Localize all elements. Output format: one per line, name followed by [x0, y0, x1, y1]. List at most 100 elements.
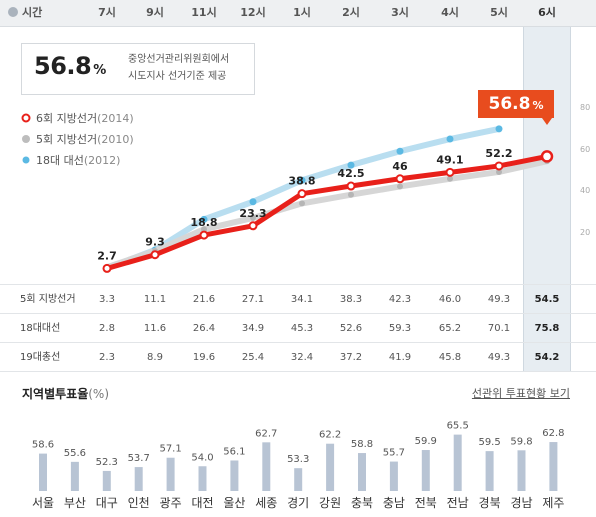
region-name-label: 부산	[64, 496, 86, 510]
point-2012	[495, 125, 503, 133]
table-row: 5회 지방선거 3.3 11.1 21.6 27.1 34.1 38.3 42.3 46.0 49…	[0, 284, 596, 314]
y-tick-label: 80	[580, 103, 591, 113]
table-cell: 21.6	[192, 294, 216, 305]
region-value-label: 55.6	[64, 448, 86, 459]
point-2014	[199, 230, 209, 240]
region-value-label: 58.6	[32, 440, 54, 451]
table-cell: 54.2	[534, 352, 560, 363]
y-tick-label: 40	[580, 186, 591, 196]
region-value-label: 59.9	[415, 436, 437, 447]
region-name-label: 인천	[128, 495, 150, 510]
data-label-2014: 49.1	[436, 153, 463, 166]
region-value-label: 59.5	[478, 437, 500, 448]
data-label-2014: 52.2	[485, 147, 512, 160]
table-cell: 38.3	[339, 294, 363, 305]
point-2010	[201, 226, 207, 233]
region-value-label: 57.1	[159, 444, 181, 455]
table-cell: 52.6	[339, 323, 363, 334]
region-name-label: 강원	[319, 496, 341, 510]
ring-marker-icon	[21, 113, 31, 123]
series-line-2010	[106, 158, 548, 271]
hour-label: 4시	[441, 6, 459, 19]
point-2010	[397, 183, 403, 190]
region-value-label: 55.7	[383, 448, 405, 459]
point-2010	[447, 175, 453, 182]
region-value-label: 62.8	[542, 428, 564, 439]
region-value-label: 59.8	[510, 436, 532, 447]
table-cell: 37.2	[339, 352, 363, 363]
region-value-label: 53.7	[128, 453, 150, 464]
legend-item-2014: 6회 지방선거(2014)	[21, 110, 134, 126]
nec-turnout-link[interactable]: 선관위 투표현황 보기	[471, 387, 570, 400]
hour-label: 5시	[490, 6, 508, 19]
region-name-label: 전남	[447, 496, 469, 510]
region-bar	[326, 443, 335, 491]
data-label-2014: 38.8	[288, 175, 315, 188]
region-name-label: 세종	[255, 496, 277, 510]
table-cell: 8.9	[147, 352, 163, 363]
hour-label: 9시	[146, 6, 164, 19]
point-2014	[395, 174, 405, 184]
table-cell: 3.3	[99, 294, 115, 305]
point-2012	[347, 161, 355, 169]
hour-label: 2시	[342, 6, 360, 19]
table-cell: 46.0	[438, 294, 462, 305]
table-cell: 45.8	[438, 352, 462, 363]
data-label-2014: 42.5	[337, 167, 364, 180]
region-value-label: 62.7	[255, 428, 277, 439]
point-2012	[249, 198, 257, 206]
region-bar	[70, 461, 79, 491]
clock-icon	[8, 7, 18, 17]
time-header: 시간 7시 9시 11시 12시 1시 2시 3시 4시 5시 6시	[0, 0, 596, 27]
data-label-2014: 46	[392, 160, 408, 173]
table-cell: 32.4	[290, 352, 314, 363]
point-2014	[494, 161, 504, 171]
region-bar	[485, 451, 494, 491]
summary-note: 중앙선거관리위원회에서 시도지사 선거기준 제공	[128, 54, 230, 82]
turnout-line-chart: 2.7 9.3 18.8 23.3 38.8 42.5 46 49.1 52.2	[97, 125, 554, 273]
current-hour-column-highlight	[523, 0, 571, 372]
point-2014	[248, 221, 258, 231]
data-label-2014: 23.3	[239, 207, 266, 220]
current-turnout-callout: 56.8%	[478, 90, 554, 125]
table-cell: 42.3	[388, 294, 412, 305]
table-row-label: 5회 지방선거	[20, 294, 76, 305]
table-cell: 11.6	[143, 323, 167, 334]
region-turnout-bar-chart: 58.6 서울 55.6 부산 52.3 대구 53.7 인천 57.1 광주 54.0 대전 56.1…	[32, 421, 565, 510]
summary-value: 56.8%	[34, 52, 106, 80]
point-2012	[446, 135, 454, 143]
hour-label: 6시	[538, 6, 556, 19]
region-bar	[549, 442, 558, 491]
table-row-label: 19대총선	[20, 352, 61, 363]
table-cell: 2.3	[99, 352, 115, 363]
point-2014	[102, 263, 112, 273]
point-2012	[298, 176, 306, 184]
region-bar	[294, 468, 303, 491]
y-tick-label: 60	[580, 144, 591, 154]
region-name-label: 경기	[287, 496, 309, 510]
region-value-label: 53.3	[287, 454, 309, 465]
table-row: 19대총선 2.3 8.9 19.6 25.4 32.4 37.2 41.9 45.8 49.3 5…	[0, 342, 596, 372]
region-name-label: 광주	[160, 496, 182, 510]
table-bottom-border	[0, 371, 596, 372]
region-name-label: 경남	[510, 496, 532, 510]
region-value-label: 58.8	[351, 439, 373, 450]
table-cell: 49.3	[487, 352, 511, 363]
data-label-2014: 18.8	[190, 216, 217, 229]
table-cell: 65.2	[438, 323, 462, 334]
point-2010	[299, 200, 305, 207]
point-2014	[150, 250, 160, 260]
table-cell: 45.3	[290, 323, 314, 334]
region-name-label: 대전	[191, 496, 213, 510]
table-row-label: 18대대선	[20, 323, 61, 334]
table-cell: 49.3	[487, 294, 511, 305]
point-2010	[348, 191, 354, 198]
region-name-label: 제주	[542, 496, 564, 510]
dot-marker-icon	[22, 135, 30, 143]
point-2012	[396, 147, 404, 155]
y-tick-label: 20	[580, 227, 591, 237]
region-name-label: 전북	[415, 496, 437, 510]
table-cell: 25.4	[241, 352, 265, 363]
point-2014	[297, 189, 307, 199]
point-2014	[445, 167, 455, 177]
